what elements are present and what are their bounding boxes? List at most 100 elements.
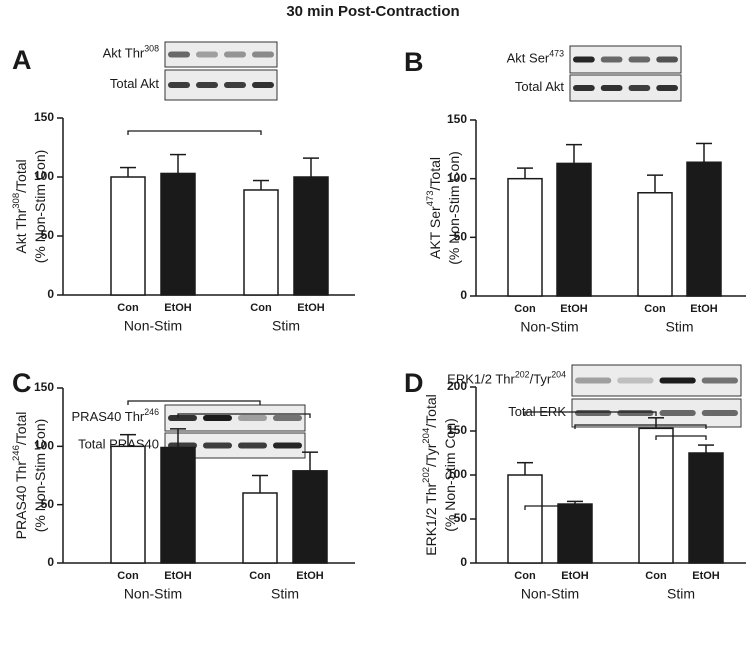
label-part: 473 [549, 49, 564, 59]
label-part: 246 [11, 445, 22, 461]
significance-bracket [127, 130, 262, 135]
blot-band [600, 56, 623, 63]
bar [293, 176, 329, 296]
blot-label: Akt Thr308 [103, 44, 159, 61]
blot-band [168, 51, 190, 58]
blot-band [617, 377, 654, 384]
blot-band [575, 410, 612, 416]
blot-band [252, 51, 274, 58]
group-label: Non-Stim [520, 319, 578, 335]
blot-band [628, 85, 651, 91]
y-tick-label: 150 [447, 112, 467, 126]
y-tick-label: 0 [460, 555, 467, 569]
label-part: 473 [425, 190, 436, 206]
label-part: 202 [421, 467, 432, 483]
bar [242, 492, 278, 564]
x-tick-label: EtOH [164, 570, 192, 582]
blot-band [600, 85, 623, 91]
bar [507, 474, 543, 564]
x-tick-label: EtOH [164, 302, 192, 314]
blot-band [168, 415, 197, 421]
y-tick-label: 100 [34, 439, 54, 453]
y-axis-label: (% Non-Stim Con) [442, 418, 458, 532]
y-tick-label: 0 [47, 555, 54, 569]
blot-band [617, 410, 654, 416]
bar [638, 427, 674, 564]
x-tick-label: EtOH [690, 303, 718, 315]
x-tick-label: Con [250, 302, 272, 314]
label-part: PRAS40 Thr [13, 461, 29, 540]
blot-band [203, 442, 232, 449]
blot-label: PRAS40 Thr246 [72, 407, 160, 424]
bar [160, 446, 196, 564]
label-part: PRAS40 Thr [72, 409, 145, 424]
label-part: 308 [144, 44, 159, 54]
group-label: Non-Stim [521, 586, 579, 602]
x-tick-label: EtOH [561, 570, 589, 582]
bar [637, 191, 673, 297]
blot-band [203, 415, 232, 421]
group-label: Stim [666, 319, 694, 335]
blot-band [628, 56, 651, 63]
group-label: Non-Stim [124, 586, 182, 602]
blot-band [252, 82, 274, 88]
bar [557, 503, 593, 564]
panel-letter: C [12, 368, 32, 398]
y-tick-label: 150 [447, 423, 467, 437]
group-label: Stim [667, 586, 695, 602]
blot-band [168, 82, 190, 88]
y-axis-label: AKT Ser473/Total [425, 157, 443, 259]
group-label: Non-Stim [124, 318, 182, 334]
bar [507, 177, 543, 297]
significance-bracket [655, 435, 707, 440]
y-tick-label: 150 [34, 110, 54, 124]
x-tick-label: EtOH [296, 570, 324, 582]
label-part: /Tyr [423, 443, 439, 467]
label-part: 204 [551, 370, 566, 380]
blot-band [224, 82, 246, 88]
blot-band [238, 442, 267, 449]
label-part: (% Non-Stim Con) [442, 418, 458, 532]
y-tick-label: 100 [34, 169, 54, 183]
significance-bracket [127, 400, 261, 405]
blot-label: Total Akt [515, 79, 565, 94]
blot-band [273, 415, 302, 421]
blot-band [573, 85, 595, 91]
group-label: Stim [272, 318, 300, 334]
label-part: /Total [13, 412, 29, 445]
label-part: 246 [144, 407, 159, 417]
blot-band [224, 51, 246, 58]
label-part: Total Akt [110, 76, 160, 91]
blot-band [238, 415, 267, 421]
blot-label: ERK1/2 Thr202/Tyr204 [447, 370, 566, 387]
label-part: Total Akt [515, 79, 565, 94]
bar [110, 176, 146, 296]
label-part: /Tyr [530, 372, 552, 387]
y-tick-label: 50 [454, 230, 468, 244]
blot-band [701, 410, 738, 416]
x-tick-label: Con [249, 570, 271, 582]
blot-band [656, 56, 678, 63]
significance-bracket [524, 411, 657, 416]
x-tick-label: EtOH [692, 570, 720, 582]
x-tick-label: Con [645, 570, 667, 582]
blot-band [659, 410, 696, 416]
label-part: /Total [13, 159, 29, 192]
y-tick-label: 50 [454, 511, 468, 525]
label-part: Akt Ser [507, 51, 550, 66]
bar [160, 172, 196, 296]
label-part: ERK1/2 Thr [423, 483, 439, 556]
y-tick-label: 200 [447, 379, 467, 393]
x-tick-label: EtOH [297, 302, 325, 314]
x-tick-label: Con [644, 303, 666, 315]
label-part: 202 [515, 370, 530, 380]
y-tick-label: 0 [47, 287, 54, 301]
y-axis-label: PRAS40 Thr246/Total [11, 412, 29, 540]
x-tick-label: Con [117, 570, 139, 582]
blot-label: Total Akt [110, 76, 160, 91]
y-axis-label: Akt Thr308/Total [11, 159, 29, 253]
label-part: (% Non-Stim Con) [32, 419, 48, 533]
label-part: (% Non-Stim Con) [446, 151, 462, 265]
y-axis-label: (% Non-Stim Con) [32, 419, 48, 533]
group-label: Stim [271, 586, 299, 602]
